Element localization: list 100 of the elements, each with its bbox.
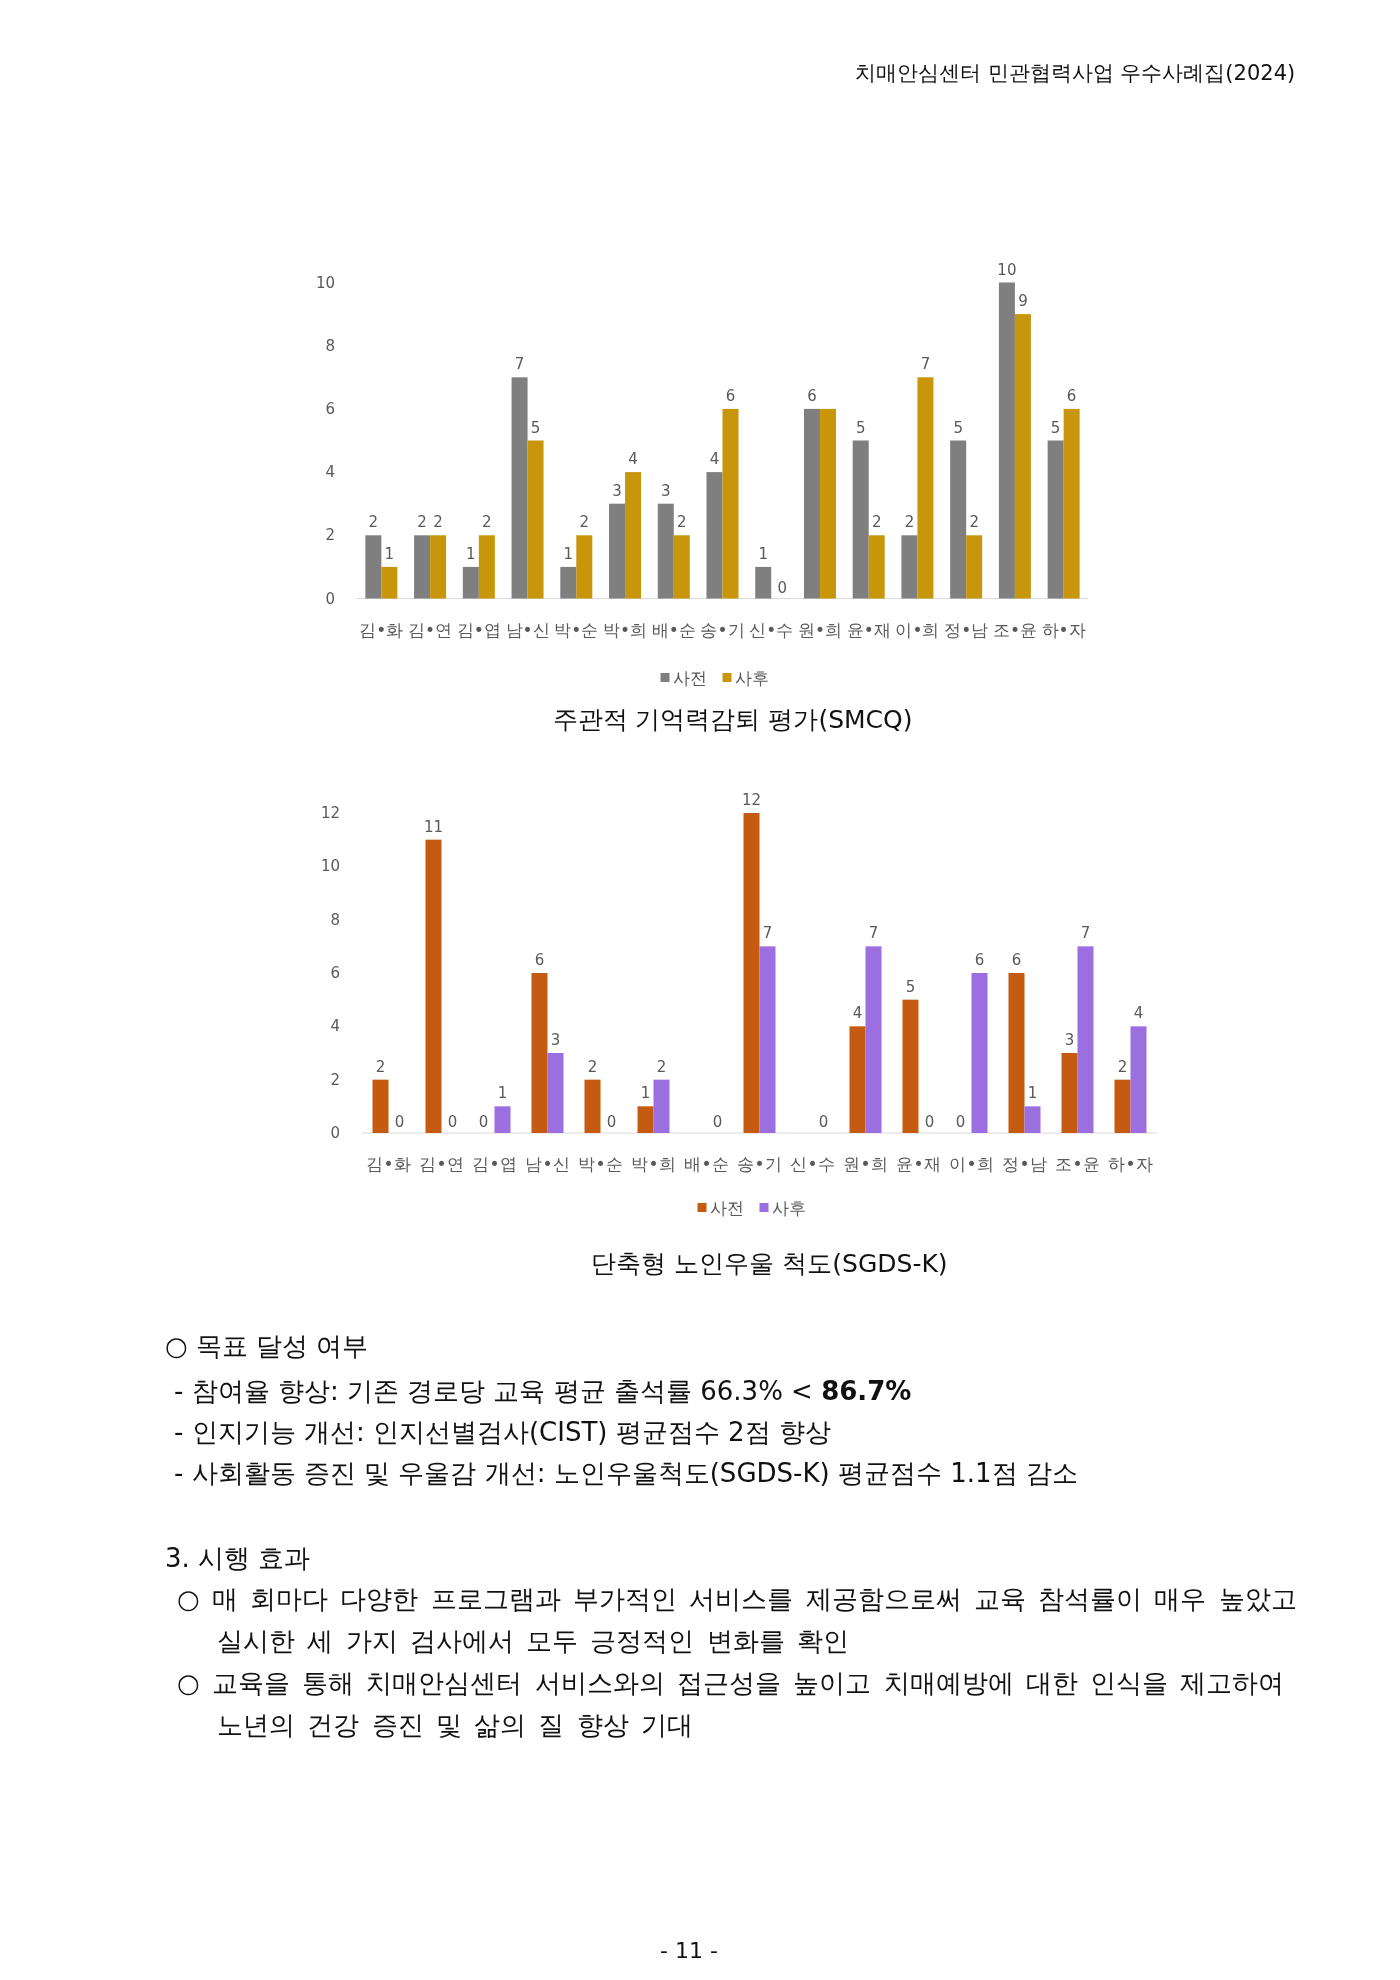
data-label: 4: [1133, 1004, 1144, 1023]
text: 단축형 노인우울 척도(SGDS-K): [591, 1249, 948, 1278]
legend-label: 사전: [709, 1198, 744, 1218]
data-label: 2: [433, 513, 443, 532]
bar: [372, 1079, 389, 1133]
x-tick-label: 김•화: [366, 1154, 411, 1174]
x-tick-label: 신•수: [749, 620, 794, 640]
legend-label: 사후: [734, 668, 769, 688]
data-label: 6: [725, 386, 736, 405]
bar: [902, 999, 919, 1133]
bar: [759, 946, 776, 1133]
bar: [743, 813, 760, 1133]
x-tick-label: 하•자: [1108, 1154, 1153, 1174]
data-label: 7: [1080, 924, 1091, 943]
x-tick-label: 신•수: [790, 1154, 835, 1174]
data-label: 4: [852, 1004, 863, 1023]
text: ○ 교육을 통해 치매안심센터 서비스와의 접근성을 높이고 치매예방에 대한 인식을 제고하여 노년의 건강 증진 및 삶의 질 향상 기대: [177, 1667, 1286, 1742]
bar: [950, 440, 967, 599]
data-label: 2: [676, 513, 687, 532]
data-label: 5: [953, 418, 963, 437]
y-tick-label: 6: [330, 964, 340, 982]
x-tick-label: 박•희: [631, 1154, 676, 1174]
y-tick-label: 10: [315, 273, 335, 292]
x-tick-label: 김•엽: [456, 620, 501, 640]
y-tick-label: 6: [325, 399, 335, 418]
bar: [653, 1079, 670, 1133]
text: ○ 매 회마다 다양한 프로그램과 부가적인 서비스를 제공함으로써 교육 참석률이 매우 높았고 실시한 세 가지 검사에서 모두 긍정적인 변화를 확인: [177, 1583, 1298, 1658]
data-label: 3: [1064, 1031, 1075, 1049]
x-tick-label: 박•순: [578, 1154, 623, 1174]
data-label: 4: [628, 450, 638, 469]
y-tick-label: 0: [325, 589, 335, 608]
bar: [1077, 946, 1094, 1133]
data-label: 7: [514, 355, 525, 374]
data-label: 5: [1050, 418, 1061, 437]
data-label: 1: [497, 1084, 508, 1103]
bar: [478, 535, 495, 599]
x-tick-label: 남•신: [525, 1154, 570, 1174]
x-tick-label: 조•윤: [1055, 1154, 1100, 1174]
text: - 11 -: [660, 1937, 718, 1965]
x-tick-label: 이•희: [895, 620, 940, 640]
bar: [803, 408, 820, 599]
x-tick-label: 원•희: [797, 620, 842, 640]
data-label: 1: [640, 1084, 651, 1103]
text: - 참여율 향상: 기존 경로당 교육 평균 출석률 66.3% < 86.7%: [174, 1375, 912, 1408]
data-label: 0: [394, 1113, 405, 1131]
x-tick-label: 윤•재: [846, 620, 891, 640]
bar: [868, 535, 885, 599]
y-tick-label: 12: [320, 804, 340, 822]
data-label: 1: [384, 544, 395, 563]
bar: [998, 282, 1015, 599]
bar: [637, 1106, 654, 1133]
bar: [1114, 1079, 1131, 1133]
data-label: 5: [905, 977, 916, 996]
bar: [414, 535, 431, 599]
x-tick-label: 남•신: [505, 620, 550, 640]
text: 주관적 기억력감퇴 평가(SMCQ): [552, 705, 913, 734]
bar: [527, 440, 544, 599]
data-label: 2: [1117, 1057, 1128, 1076]
data-label: 6: [1066, 386, 1077, 405]
bar: [547, 1053, 564, 1133]
data-label: 2: [656, 1057, 667, 1076]
data-label: 7: [920, 355, 931, 374]
bar: [430, 535, 447, 599]
x-tick-label: 김•연: [408, 620, 453, 640]
data-label: 0: [955, 1113, 966, 1131]
bar: [576, 535, 593, 599]
bar: [917, 377, 934, 599]
data-label: 12: [741, 791, 762, 809]
bar: [901, 535, 918, 599]
bar: [1008, 973, 1025, 1133]
data-label: 2: [482, 513, 492, 532]
data-label: 0: [924, 1113, 935, 1131]
bar: [852, 440, 869, 599]
bar: [849, 1026, 866, 1133]
text: 3. 시행 효과: [165, 1542, 311, 1575]
y-tick-label: 0: [330, 1124, 340, 1142]
x-tick-label: 정•남: [944, 620, 989, 640]
bar: [966, 535, 983, 599]
data-label: 1: [1027, 1084, 1038, 1103]
bar: [971, 973, 988, 1133]
x-tick-label: 하•자: [1041, 620, 1086, 640]
bar: [722, 408, 739, 599]
data-label: 1: [758, 544, 769, 563]
data-label: 7: [868, 924, 879, 943]
bar: [673, 535, 690, 599]
bar: [425, 839, 442, 1133]
y-tick-label: 10: [320, 857, 340, 876]
y-tick-label: 8: [330, 910, 340, 929]
legend-label: 사전: [672, 668, 707, 688]
data-label: 3: [660, 481, 671, 500]
data-label: 0: [447, 1113, 458, 1131]
data-label: 2: [969, 513, 979, 532]
bar: [560, 566, 577, 599]
data-label: 2: [579, 513, 590, 532]
x-tick-label: 김•엽: [472, 1154, 517, 1174]
bar: [365, 535, 382, 599]
data-label: 2: [871, 513, 882, 532]
y-tick-label: 2: [325, 526, 335, 545]
text: ○ 목표 달성 여부: [165, 1330, 369, 1363]
bar: [1063, 408, 1080, 599]
